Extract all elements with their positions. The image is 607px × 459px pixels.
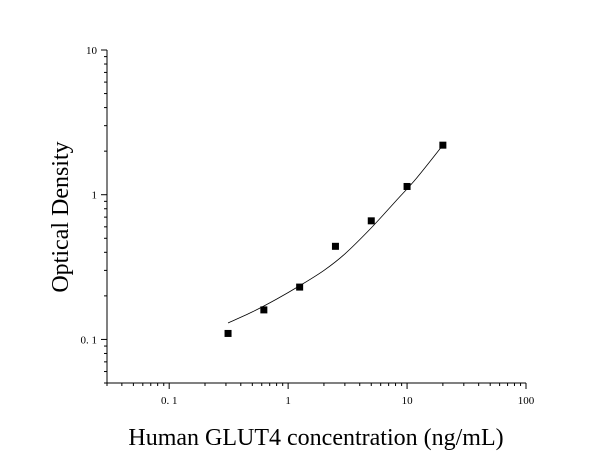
x-axis-tick-labels: 0. 1 1 10 100: [161, 395, 535, 407]
data-point: [296, 283, 304, 291]
data-point: [224, 329, 232, 337]
data-point: [367, 217, 375, 225]
x-axis-ticks: [106, 383, 527, 389]
x-tick-label: 100: [518, 395, 535, 407]
x-tick-label: 10: [402, 395, 414, 407]
data-point: [331, 242, 339, 250]
data-point: [260, 306, 268, 314]
y-axis-tick-labels: 0. 1 1 10: [81, 45, 98, 346]
x-axis-title: Human GLUT4 concentration (ng/mL): [128, 425, 503, 451]
y-tick-label: 10: [86, 45, 98, 57]
y-axis-title: Optical Density: [48, 141, 74, 292]
y-axis-ticks: [101, 49, 107, 384]
y-tick-label: 1: [92, 190, 98, 202]
y-tick-label: 0. 1: [81, 334, 98, 346]
data-point: [439, 141, 447, 149]
data-points: [224, 141, 447, 337]
x-tick-label: 0. 1: [161, 395, 178, 407]
plot-area: 0. 1 1 10 100 0. 1 1 10: [81, 45, 535, 407]
fit-curve: [227, 144, 444, 324]
data-point: [403, 182, 411, 190]
x-tick-label: 1: [285, 395, 291, 407]
